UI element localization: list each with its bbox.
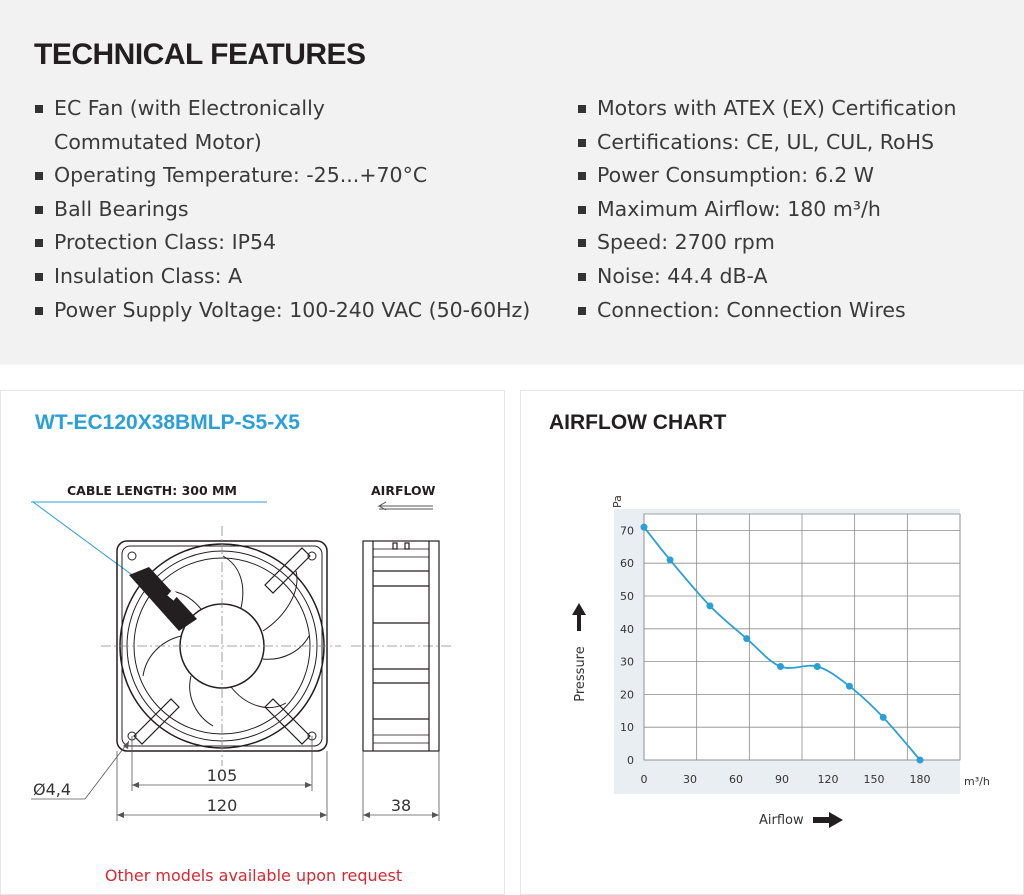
y-tick-label: 0 [627,754,634,767]
data-point [706,602,714,610]
availability-note: Other models available upon request [104,866,403,885]
x-tick-label: 90 [775,773,789,786]
model-title: WT-EC120X38BMLP-S5-X5 [35,411,300,434]
chart-title: AIRFLOW CHART [549,411,727,434]
cable-length-label: CABLE LENGTH: 300 MM [67,483,237,498]
dimension-120: 120 [207,796,238,815]
feature-item: Connection: Connection Wires [578,294,957,328]
dimension-105: 105 [207,766,238,785]
data-point [640,523,648,531]
feature-item: Maximum Airflow: 180 m³/h [578,193,957,227]
feature-item: Noise: 44.4 dB-A [578,260,957,294]
y-tick-label: 50 [620,590,634,603]
feature-item: Insulation Class: A [35,260,530,294]
feature-item: Operating Temperature: -25...+70°C [35,159,530,193]
x-tick-label: 60 [729,773,743,786]
x-tick-label: 120 [818,773,839,786]
airflow-label: AIRFLOW [371,483,436,498]
airflow-direction-arrow [377,501,433,511]
technical-features-section: TECHNICAL FEATURES EC Fan (with Electron… [0,0,1024,365]
data-point [666,556,674,564]
feature-item-continued: Commutated Motor) [54,129,262,154]
airflow-chart: 0 10 20 30 40 50 60 70 0 30 60 90 120 150 180 Pa m³/h… [572,495,990,828]
data-point [813,663,821,671]
arrow-up-icon [572,603,586,631]
feature-item: Motors with ATEX (EX) Certification [578,92,957,126]
fan-side-view [362,540,440,752]
y-axis-label: Pressure [573,646,588,702]
airflow-chart-panel: AIRFLOW CHART 0 10 20 30 40 50 60 70 0 30 60 90 120… [520,390,1024,895]
x-tick-label: 180 [910,773,931,786]
feature-item: Speed: 2700 rpm [578,226,957,260]
feature-item: Power Supply Voltage: 100-240 VAC (50-60… [35,294,530,328]
features-title: TECHNICAL FEATURES [34,38,366,71]
x-tick-label: 30 [683,773,697,786]
x-tick-label: 0 [641,773,648,786]
x-tick-label: 150 [864,773,885,786]
features-list-right: Motors with ATEX (EX) Certification Cert… [578,92,957,327]
data-point [776,663,784,671]
dimension-hole: Ø4,4 [33,780,71,799]
dimension-38: 38 [391,796,411,815]
cable-icon [129,567,197,631]
fan-drawing: CABLE LENGTH: 300 MM [31,483,451,821]
data-point [916,756,924,764]
feature-item: Protection Class: IP54 [35,226,530,260]
data-point [845,682,853,690]
y-unit-label: Pa [611,495,624,508]
data-point [879,713,887,721]
y-tick-label: 20 [620,688,634,701]
x-axis-label: Airflow [759,813,804,828]
y-tick-label: 70 [620,524,634,537]
features-list-left: EC Fan (with Electronically Commutated M… [35,92,530,327]
data-point [743,635,751,643]
technical-drawing-panel: WT-EC120X38BMLP-S5-X5 CABLE LENGTH: 300 … [0,390,505,895]
feature-item: Ball Bearings [35,193,530,227]
x-unit-label: m³/h [964,775,990,788]
feature-item: Power Consumption: 6.2 W [578,159,957,193]
feature-item: Certifications: CE, UL, CUL, RoHS [578,126,957,160]
y-tick-label: 30 [620,656,634,669]
arrow-right-icon [813,812,843,828]
y-tick-label: 10 [620,721,634,734]
feature-item: EC Fan (with Electronically [35,92,530,126]
y-tick-label: 60 [620,557,634,570]
y-tick-label: 40 [620,623,634,636]
